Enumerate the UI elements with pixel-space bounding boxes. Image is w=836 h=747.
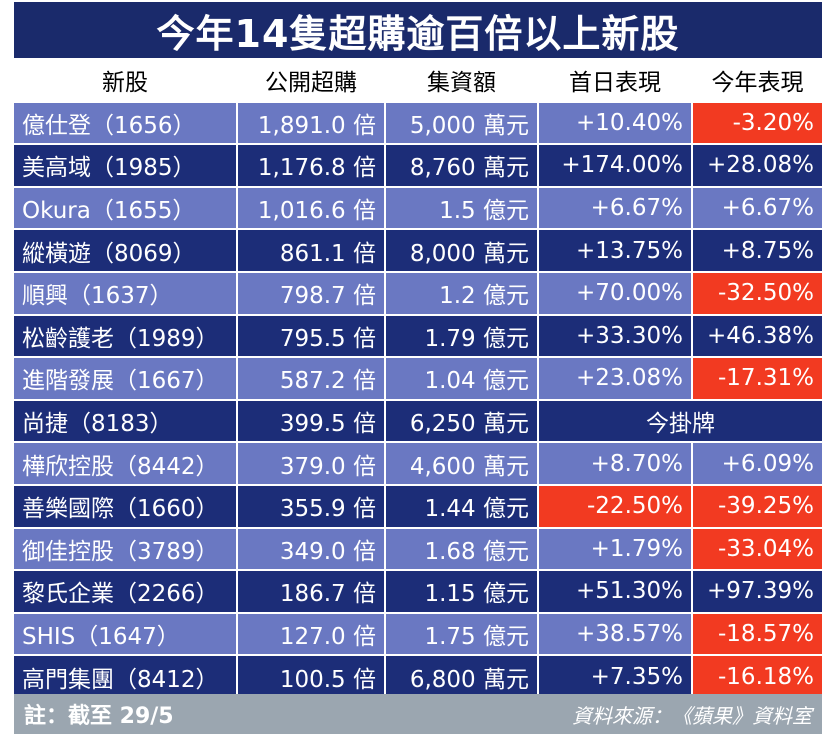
header-first-day: 首日表現	[539, 60, 691, 101]
table-row: 松齡護老（1989） 795.5 倍 1.79 億元 +33.30% +46.38%	[14, 315, 822, 357]
cell-stock-name: 松齡護老（1989）	[14, 315, 236, 357]
table-row: 縱橫遊（8069） 861.1 倍 8,000 萬元 +13.75% +8.75%	[14, 230, 822, 271]
cell-stock-name: SHIS（1647）	[14, 613, 236, 655]
cell-first-day: +70.00%	[539, 272, 691, 314]
cell-listing-status: 今掛牌	[539, 400, 822, 442]
table-row: 億仕登（1656） 1,891.0 倍 5,000 萬元 +10.40% -3.20%	[14, 102, 822, 144]
cell-first-day: +33.30%	[539, 315, 691, 357]
cell-oversubscription: 861.1 倍	[238, 230, 384, 271]
footer-source: 資料來源：《蘋果》資料室	[572, 703, 812, 728]
table-row: 善樂國際（1660） 355.9 倍 1.44 億元 -22.50% -39.25%	[14, 485, 822, 527]
cell-first-day: +8.70%	[539, 443, 691, 484]
cell-oversubscription: 795.5 倍	[238, 315, 384, 357]
cell-first-day: +10.40%	[539, 102, 691, 144]
table-row: Okura（1655） 1,016.6 倍 1.5 億元 +6.67% +6.67%	[14, 187, 822, 229]
cell-stock-name: 黎氏企業（2266）	[14, 571, 236, 612]
cell-ytd: +46.38%	[693, 315, 822, 357]
cell-first-day: +7.35%	[539, 656, 691, 697]
cell-funds-raised: 4,600 萬元	[386, 443, 537, 484]
cell-funds-raised: 6,250 萬元	[386, 400, 537, 442]
cell-funds-raised: 1.79 億元	[386, 315, 537, 357]
cell-oversubscription: 127.0 倍	[238, 613, 384, 655]
footer-bar: 註：截至 29/5 資料來源：《蘋果》資料室	[14, 694, 822, 734]
table-header-row: 新股 公開超購 集資額 首日表現 今年表現	[14, 60, 822, 101]
cell-ytd: -17.31%	[693, 358, 822, 399]
table-row: 順興（1637） 798.7 倍 1.2 億元 +70.00% -32.50%	[14, 272, 822, 314]
cell-stock-name: 高門集團（8412）	[14, 656, 236, 697]
cell-stock-name: 善樂國際（1660）	[14, 485, 236, 527]
cell-first-day: +38.57%	[539, 613, 691, 655]
cell-first-day: +13.75%	[539, 230, 691, 271]
table-row: 美高域（1985） 1,176.8 倍 8,760 萬元 +174.00% +28.08…	[14, 145, 822, 186]
cell-stock-name: 進階發展（1667）	[14, 358, 236, 399]
cell-ytd: -3.20%	[693, 102, 822, 144]
cell-funds-raised: 6,800 萬元	[386, 656, 537, 697]
cell-ytd: +97.39%	[693, 571, 822, 612]
table-row: SHIS（1647） 127.0 倍 1.75 億元 +38.57% -18.57%	[14, 613, 822, 655]
cell-funds-raised: 8,000 萬元	[386, 230, 537, 271]
cell-oversubscription: 349.0 倍	[238, 528, 384, 570]
cell-ytd: -39.25%	[693, 485, 822, 527]
cell-oversubscription: 1,891.0 倍	[238, 102, 384, 144]
table-row: 御佳控股（3789） 349.0 倍 1.68 億元 +1.79% -33.04%	[14, 528, 822, 570]
cell-ytd: -33.04%	[693, 528, 822, 570]
cell-oversubscription: 587.2 倍	[238, 358, 384, 399]
table-row: 進階發展（1667） 587.2 倍 1.04 億元 +23.08% -17.31%	[14, 358, 822, 399]
cell-first-day: +174.00%	[539, 145, 691, 186]
cell-oversubscription: 798.7 倍	[238, 272, 384, 314]
cell-funds-raised: 1.5 億元	[386, 187, 537, 229]
cell-stock-name: 美高域（1985）	[14, 145, 236, 186]
cell-oversubscription: 100.5 倍	[238, 656, 384, 697]
cell-oversubscription: 1,176.8 倍	[238, 145, 384, 186]
cell-stock-name: 尚捷（8183）	[14, 400, 236, 442]
cell-oversubscription: 1,016.6 倍	[238, 187, 384, 229]
cell-funds-raised: 1.44 億元	[386, 485, 537, 527]
cell-oversubscription: 355.9 倍	[238, 485, 384, 527]
cell-funds-raised: 5,000 萬元	[386, 102, 537, 144]
table-title: 今年14隻超購逾百倍以上新股	[14, 2, 822, 58]
cell-ytd: +8.75%	[693, 230, 822, 271]
cell-stock-name: 樺欣控股（8442）	[14, 443, 236, 484]
cell-stock-name: Okura（1655）	[14, 187, 236, 229]
cell-stock-name: 順興（1637）	[14, 272, 236, 314]
cell-oversubscription: 379.0 倍	[238, 443, 384, 484]
header-funds-raised: 集資額	[386, 60, 537, 101]
cell-funds-raised: 1.2 億元	[386, 272, 537, 314]
header-oversubscription: 公開超購	[238, 60, 384, 101]
cell-oversubscription: 399.5 倍	[238, 400, 384, 442]
cell-ytd: +28.08%	[693, 145, 822, 186]
header-ytd: 今年表現	[693, 60, 822, 101]
cell-first-day: +51.30%	[539, 571, 691, 612]
header-new-stock: 新股	[14, 60, 236, 101]
table-body: 億仕登（1656） 1,891.0 倍 5,000 萬元 +10.40% -3.20% 美…	[14, 102, 822, 697]
ipo-table: 新股 公開超購 集資額 首日表現 今年表現 億仕登（1656） 1,891.0 倍…	[14, 60, 822, 699]
cell-funds-raised: 1.68 億元	[386, 528, 537, 570]
cell-stock-name: 御佳控股（3789）	[14, 528, 236, 570]
cell-ytd: -18.57%	[693, 613, 822, 655]
table-row: 黎氏企業（2266） 186.7 倍 1.15 億元 +51.30% +97.39%	[14, 571, 822, 612]
cell-ytd: -16.18%	[693, 656, 822, 697]
cell-stock-name: 億仕登（1656）	[14, 102, 236, 144]
cell-funds-raised: 1.75 億元	[386, 613, 537, 655]
cell-first-day: +6.67%	[539, 187, 691, 229]
cell-funds-raised: 1.15 億元	[386, 571, 537, 612]
cell-oversubscription: 186.7 倍	[238, 571, 384, 612]
cell-first-day: +23.08%	[539, 358, 691, 399]
cell-funds-raised: 1.04 億元	[386, 358, 537, 399]
cell-ytd: -32.50%	[693, 272, 822, 314]
footer-note: 註：截至 29/5	[24, 704, 174, 729]
cell-first-day: -22.50%	[539, 485, 691, 527]
table-row: 高門集團（8412） 100.5 倍 6,800 萬元 +7.35% -16.18%	[14, 656, 822, 697]
cell-funds-raised: 8,760 萬元	[386, 145, 537, 186]
table-row: 尚捷（8183） 399.5 倍 6,250 萬元 今掛牌	[14, 400, 822, 442]
cell-stock-name: 縱橫遊（8069）	[14, 230, 236, 271]
cell-ytd: +6.09%	[693, 443, 822, 484]
cell-ytd: +6.67%	[693, 187, 822, 229]
cell-first-day: +1.79%	[539, 528, 691, 570]
table-row: 樺欣控股（8442） 379.0 倍 4,600 萬元 +8.70% +6.09%	[14, 443, 822, 484]
